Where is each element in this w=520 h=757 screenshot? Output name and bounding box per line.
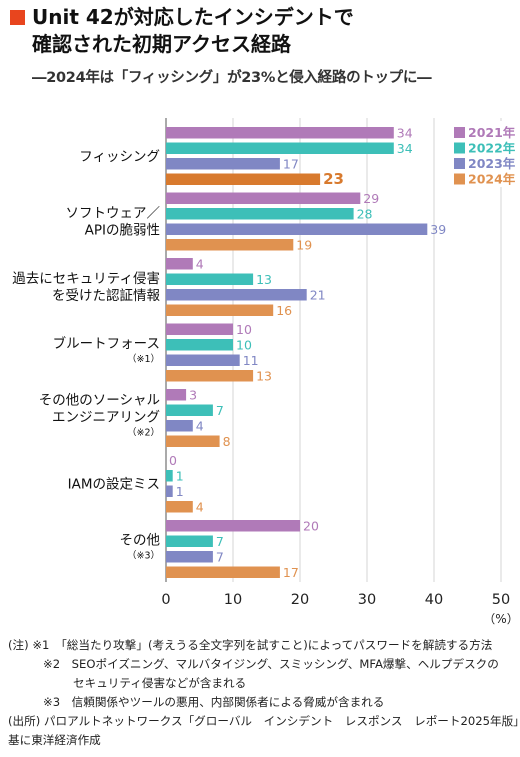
bar	[166, 435, 220, 447]
bar	[166, 289, 307, 301]
x-tick-label: 40	[425, 592, 443, 608]
bar	[166, 239, 294, 251]
bar	[166, 370, 254, 382]
bar	[166, 404, 213, 416]
footnote-3: ※3 信頼関係やツールの悪用、内部関係者による脅威が含まれる	[43, 695, 385, 709]
chart-title-line2: 確認された初期アクセス経路	[32, 32, 291, 56]
category-label: ブルートフォース	[53, 335, 160, 352]
footnote-2-cont: セキュリティ侵害などが含まれる	[73, 676, 247, 690]
data-label: 29	[363, 191, 379, 206]
data-label: 21	[310, 288, 326, 303]
category-note: （※1）	[127, 353, 160, 365]
data-label: 13	[256, 369, 272, 384]
category-label: APIの脆弱性	[85, 222, 160, 239]
bar	[166, 304, 274, 316]
legend-swatch	[454, 173, 465, 185]
data-label: 0	[169, 453, 177, 468]
bar	[166, 470, 173, 482]
footnotes: (注) ※1 「総当たり攻撃」(考えうる全文字列を試すこと)によってパスワードを…	[8, 636, 520, 750]
bar	[166, 339, 233, 351]
bar	[166, 223, 428, 235]
data-label: 17	[283, 565, 299, 580]
data-label: 8	[223, 434, 231, 449]
category-label: IAMの設定ミス	[68, 477, 160, 493]
category-label: その他	[120, 533, 161, 549]
footnote-1: (注) ※1 「総当たり攻撃」(考えうる全文字列を試すこと)によってパスワードを…	[8, 638, 493, 652]
data-label: 23	[323, 170, 344, 188]
bar	[166, 173, 321, 185]
bar	[166, 158, 280, 170]
bar	[166, 520, 300, 532]
x-tick-label: 20	[291, 592, 309, 608]
category-label: 過去にセキュリティ侵害	[12, 270, 160, 287]
bar	[166, 354, 240, 366]
bar	[166, 258, 193, 270]
x-tick-label: 0	[161, 592, 170, 608]
data-label: 10	[236, 338, 252, 353]
legend-label: 2021年	[468, 125, 516, 140]
data-label: 3	[189, 388, 197, 403]
data-label: 4	[196, 257, 204, 272]
data-label: 1	[176, 469, 184, 484]
data-label: 16	[276, 303, 292, 318]
legend-swatch	[454, 158, 465, 169]
data-label: 7	[216, 534, 224, 549]
data-label: 11	[243, 353, 259, 368]
bar	[166, 389, 187, 401]
bar	[166, 566, 280, 578]
category-label: その他のソーシャル	[39, 393, 160, 409]
data-label: 39	[430, 222, 446, 237]
bar	[166, 273, 254, 285]
legend-swatch	[454, 127, 465, 138]
category-note: （※3）	[127, 550, 160, 562]
category-label: フィッシング	[79, 149, 160, 165]
data-label: 19	[296, 238, 312, 253]
category-note: （※2）	[127, 427, 160, 439]
bar	[166, 420, 193, 432]
data-label: 34	[397, 126, 413, 141]
title-marker	[10, 10, 25, 25]
data-label: 20	[303, 519, 319, 534]
legend-label: 2024年	[468, 172, 516, 187]
data-label: 34	[397, 141, 413, 156]
footnote-2: ※2 SEOポイズニング、マルバタイジング、スミッシング、MFA爆撃、ヘルプデス…	[43, 657, 499, 671]
bar	[166, 501, 193, 513]
bar	[166, 127, 394, 139]
data-label: 28	[357, 207, 373, 222]
data-label: 17	[283, 157, 299, 172]
chart-title-line1: Unit 42が対応したインシデントで	[32, 5, 354, 29]
data-label: 10	[236, 322, 252, 337]
source-note-cont: 基に東洋経済作成	[8, 733, 101, 747]
data-label: 4	[196, 500, 204, 515]
data-label: 7	[216, 550, 224, 565]
legend-label: 2022年	[468, 141, 516, 156]
category-label: ソフトウェア／	[66, 206, 161, 222]
x-tick-label: 10	[224, 592, 242, 608]
chart-subtitle: ―2024年は「フィッシング」が23%と侵入経路のトップに―	[32, 70, 432, 86]
category-label: エンジニアリング	[52, 410, 160, 426]
bar	[166, 192, 361, 204]
data-label: 13	[256, 272, 272, 287]
category-label: を受けた認証情報	[52, 288, 160, 304]
data-label: 1	[176, 484, 184, 499]
data-label: 7	[216, 403, 224, 418]
bar	[166, 208, 354, 220]
x-unit-label: （%）	[483, 612, 518, 626]
bar	[166, 323, 233, 335]
data-label: 4	[196, 419, 204, 434]
bar	[166, 142, 394, 154]
bar	[166, 535, 213, 547]
legend-label: 2023年	[468, 156, 516, 171]
legend-swatch	[454, 142, 465, 154]
x-tick-label: 30	[358, 592, 376, 608]
x-tick-label: 50	[492, 592, 510, 608]
bar	[166, 551, 213, 563]
source-note: (出所) パロアルトネットワークス「グローバル インシデント レスポンス レポー…	[8, 714, 520, 728]
bar-chart: 0 10 20 30 40 50（%）34341723フィッシング29283919ソフトウ…	[12, 118, 519, 626]
bar	[166, 485, 173, 497]
